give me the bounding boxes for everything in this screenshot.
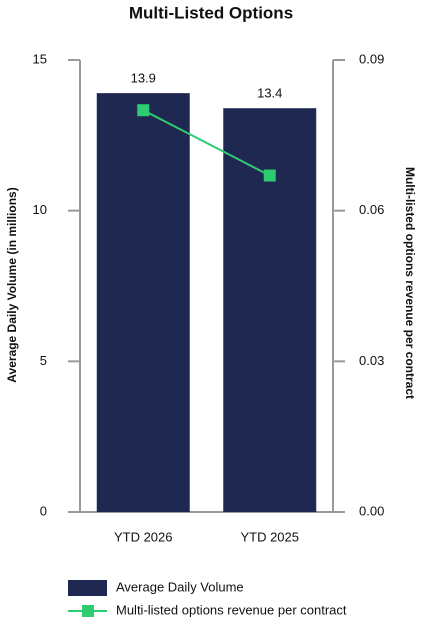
- legend-label: Average Daily Volume: [116, 579, 244, 594]
- y-axis-title: Average Daily Volume (in millions): [5, 187, 19, 382]
- bar: [96, 93, 190, 512]
- bar-value-label: 13.9: [131, 71, 156, 86]
- legend-label: Multi-listed options revenue per contrac…: [116, 602, 347, 617]
- y2-axis-title: Multi-listed options revenue per contrac…: [403, 167, 417, 399]
- y2-tick-label: 0.00: [359, 503, 384, 518]
- bar: [223, 108, 317, 513]
- line-marker: [263, 169, 276, 182]
- legend-marker: [82, 605, 94, 617]
- y-tick-label: 10: [33, 202, 47, 217]
- y-tick-label: 0: [40, 503, 47, 518]
- y2-tick-label: 0.09: [359, 51, 384, 66]
- y-tick-label: 5: [40, 353, 47, 368]
- line: [142, 109, 271, 177]
- x-tick-label: YTD 2026: [114, 529, 173, 544]
- bar-value-label: 13.4: [257, 86, 282, 101]
- y-tick-label: 15: [33, 51, 47, 66]
- y2-tick-label: 0.03: [359, 353, 384, 368]
- legend-swatch: [68, 580, 107, 596]
- line-marker: [137, 104, 150, 117]
- y2-tick-label: 0.06: [359, 202, 384, 217]
- x-tick-label: YTD 2025: [240, 529, 299, 544]
- chart-title: Multi-Listed Options: [129, 3, 293, 22]
